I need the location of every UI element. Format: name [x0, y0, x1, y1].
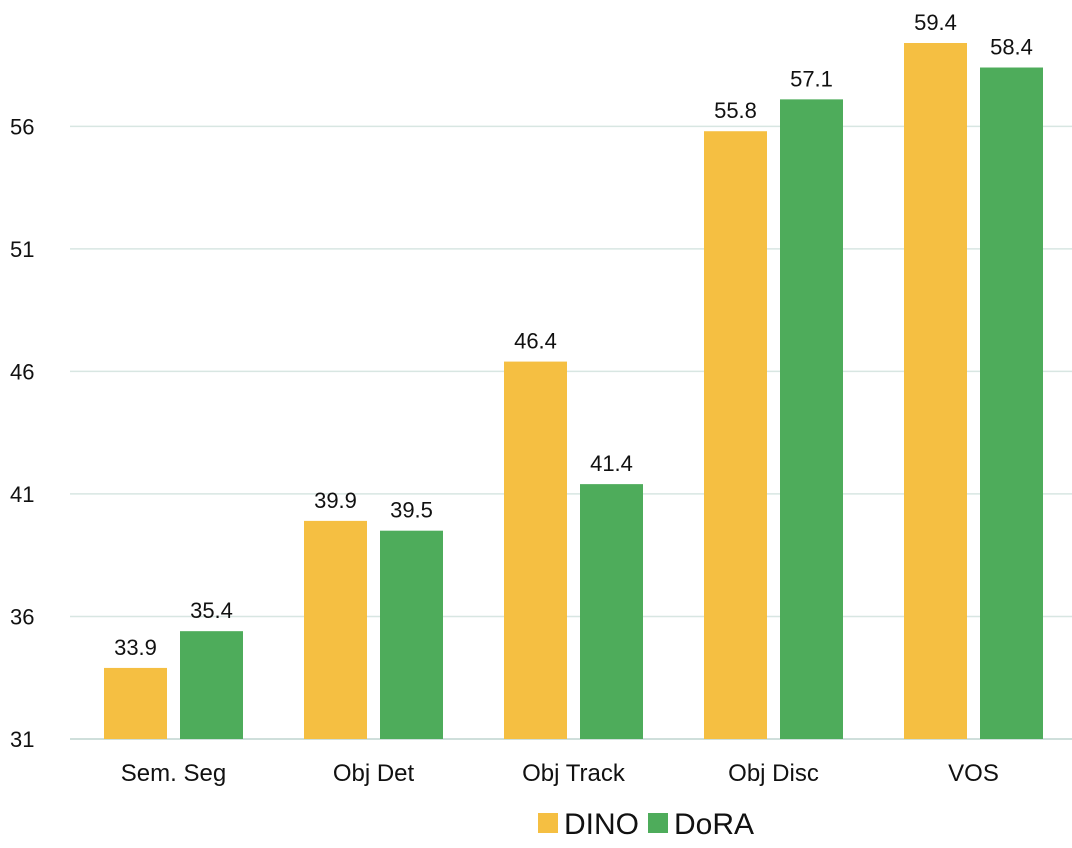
legend-label: DINO [564, 808, 639, 841]
legend-item-dino: DINO [538, 808, 639, 841]
bars [104, 43, 1043, 740]
data-label: 35.4 [190, 598, 233, 623]
x-category-label: Sem. Seg [121, 760, 226, 787]
bar-dino [104, 667, 167, 739]
bar-dino [704, 131, 767, 740]
data-label: 58.4 [990, 35, 1033, 60]
x-category-label: Obj Track [522, 760, 626, 787]
legend: DINO DoRA [538, 808, 754, 841]
y-tick-label: 56 [10, 114, 34, 139]
data-labels: 33.9 35.4 39.9 39.5 46.4 41.4 55.8 57.1 59.4 58.4 [114, 10, 1033, 660]
data-label: 39.9 [314, 488, 357, 513]
legend-swatch [538, 813, 558, 833]
data-label: 46.4 [514, 329, 557, 354]
legend-label: DoRA [674, 808, 754, 841]
data-label: 41.4 [590, 451, 633, 476]
bar-dora [980, 67, 1043, 740]
y-axis-ticks: 31 36 41 46 51 56 [10, 114, 34, 752]
bar-dora [180, 631, 243, 739]
data-label: 59.4 [914, 10, 957, 35]
legend-item-dora: DoRA [648, 808, 754, 841]
bar-dino [304, 520, 367, 739]
data-label: 33.9 [114, 635, 157, 660]
y-tick-label: 51 [10, 237, 34, 262]
y-tick-label: 31 [10, 727, 34, 752]
bar-dino [504, 361, 567, 739]
data-label: 39.5 [390, 498, 433, 523]
bar-dora [780, 99, 843, 739]
data-label: 55.8 [714, 98, 757, 123]
y-tick-label: 46 [10, 359, 34, 384]
x-axis-categories: Sem. Seg Obj Det Obj Track Obj Disc VOS [121, 760, 999, 787]
x-category-label: Obj Det [333, 760, 415, 787]
bar-dora [580, 484, 643, 739]
data-label: 57.1 [790, 66, 833, 91]
x-category-label: VOS [948, 760, 999, 787]
bar-dora [380, 530, 443, 739]
legend-swatch [648, 813, 668, 833]
y-tick-label: 41 [10, 482, 34, 507]
y-tick-label: 36 [10, 604, 34, 629]
bar-dino [904, 43, 967, 739]
x-category-label: Obj Disc [728, 760, 819, 787]
